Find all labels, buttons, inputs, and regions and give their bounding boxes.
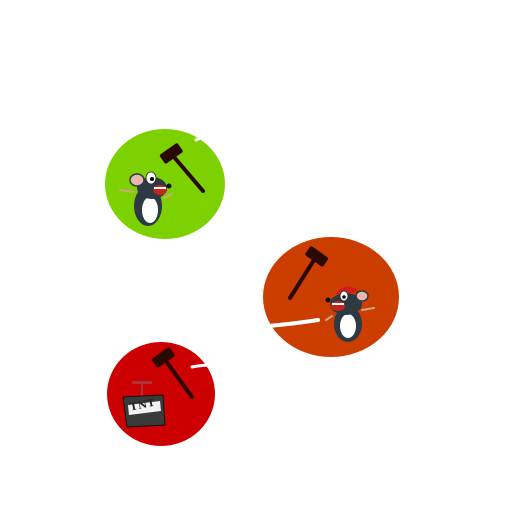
motion-trail-icon — [190, 363, 214, 369]
rat-with-red-cap-icon — [325, 286, 375, 342]
orange-disc — [263, 237, 399, 357]
hammer-icon — [151, 347, 194, 399]
motion-trail-icon — [266, 318, 320, 328]
tnt-box-icon — [122, 381, 166, 428]
rat-icon — [119, 171, 173, 226]
red-tnt-token[interactable]: TNT — [106, 341, 216, 447]
orange-rat-token[interactable] — [262, 236, 400, 358]
motion-trail-icon — [194, 133, 210, 142]
hammer-icon — [159, 143, 205, 193]
green-rat-token[interactable] — [104, 128, 226, 240]
hammer-icon — [288, 246, 329, 300]
